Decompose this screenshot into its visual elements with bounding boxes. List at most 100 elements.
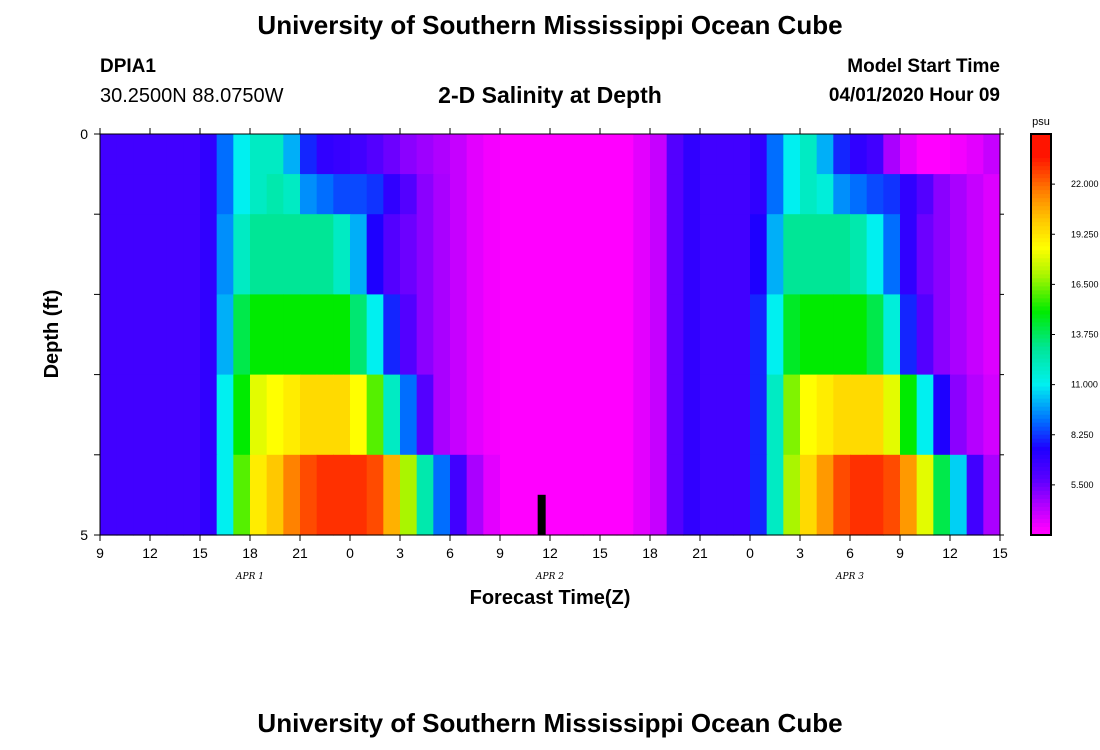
heatmap-cell bbox=[816, 294, 834, 376]
heatmap-cell bbox=[916, 174, 934, 215]
heatmap-cell bbox=[983, 174, 1000, 215]
heatmap-cell bbox=[200, 454, 218, 536]
colorbar-swatch bbox=[1031, 394, 1051, 400]
heatmap-cell bbox=[450, 214, 468, 295]
colorbar-swatch bbox=[1031, 270, 1051, 275]
x-tick-label: 6 bbox=[846, 545, 854, 561]
heatmap-cell bbox=[466, 294, 484, 376]
heatmap-cell bbox=[350, 454, 368, 536]
heatmap-cell bbox=[983, 214, 1000, 295]
colorbar-swatch bbox=[1031, 318, 1051, 324]
heatmap-cell bbox=[983, 134, 1000, 175]
heatmap-cell bbox=[183, 294, 201, 376]
heatmap-cell bbox=[700, 134, 718, 175]
heatmap-cell bbox=[100, 374, 118, 456]
colorbar-tick-label: 13.750 bbox=[1071, 330, 1099, 340]
heatmap-cell bbox=[866, 374, 884, 456]
heatmap-cell bbox=[300, 214, 318, 295]
heatmap-cell bbox=[616, 134, 634, 175]
heatmap-cell bbox=[200, 214, 218, 295]
heatmap-cell bbox=[433, 374, 451, 456]
heatmap-cell bbox=[316, 174, 334, 215]
heatmap-cell bbox=[583, 374, 601, 456]
heatmap-cell bbox=[450, 374, 468, 456]
heatmap-cell bbox=[583, 454, 601, 536]
heatmap-cell bbox=[983, 454, 1000, 536]
heatmap-cell bbox=[633, 134, 651, 175]
heatmap-cell bbox=[466, 134, 484, 175]
heatmap-cell bbox=[316, 214, 334, 295]
colorbar-swatch bbox=[1031, 178, 1051, 183]
heatmap-cell bbox=[316, 294, 334, 376]
colorbar-swatch bbox=[1031, 158, 1051, 163]
heatmap-cell bbox=[800, 214, 818, 295]
heatmap-cell bbox=[816, 374, 834, 456]
colorbar-swatch bbox=[1031, 202, 1051, 207]
heatmap-cell bbox=[650, 454, 668, 536]
colorbar-swatch bbox=[1031, 510, 1051, 516]
heatmap-cell bbox=[833, 374, 851, 456]
heatmap-cell bbox=[733, 134, 751, 175]
heatmap-cell bbox=[966, 374, 984, 456]
colorbar-swatch bbox=[1031, 162, 1051, 167]
heatmap-cell bbox=[533, 134, 551, 175]
heatmap-cell bbox=[433, 214, 451, 295]
colorbar-swatch bbox=[1031, 522, 1051, 528]
heatmap-cell bbox=[466, 374, 484, 456]
colorbar-swatch bbox=[1031, 506, 1051, 512]
colorbar-swatch bbox=[1031, 190, 1051, 195]
heatmap-cell bbox=[416, 374, 434, 456]
heatmap-cell bbox=[250, 294, 268, 376]
colorbar-swatch bbox=[1031, 494, 1051, 500]
x-tick-label: 21 bbox=[692, 545, 708, 561]
heatmap-cell bbox=[850, 134, 868, 175]
heatmap-cell bbox=[600, 214, 618, 295]
heatmap-cell bbox=[983, 294, 1000, 376]
heatmap-cell bbox=[800, 454, 818, 536]
heatmap-cell bbox=[133, 174, 151, 215]
colorbar-swatch bbox=[1031, 206, 1051, 211]
x-tick-label: 12 bbox=[942, 545, 958, 561]
heatmap-cell bbox=[716, 454, 734, 536]
heatmap-cell bbox=[250, 454, 268, 536]
heatmap-cell bbox=[983, 374, 1000, 456]
heatmap-cell bbox=[933, 454, 951, 536]
colorbar-swatch bbox=[1031, 314, 1051, 320]
heatmap-cell bbox=[450, 134, 468, 175]
colorbar-swatch bbox=[1031, 518, 1051, 524]
heatmap-cell bbox=[583, 214, 601, 295]
colorbar-tick-label: 8.250 bbox=[1071, 430, 1094, 440]
heatmap-cell bbox=[433, 294, 451, 376]
heatmap-cell bbox=[883, 454, 901, 536]
colorbar-swatch bbox=[1031, 262, 1051, 267]
heatmap-cell bbox=[500, 174, 518, 215]
colorbar-swatch bbox=[1031, 310, 1051, 316]
heatmap-cell bbox=[366, 374, 384, 456]
heatmap-cell bbox=[566, 374, 584, 456]
heatmap-cell bbox=[516, 214, 534, 295]
colorbar-swatch bbox=[1031, 422, 1051, 428]
heatmap-cell bbox=[833, 454, 851, 536]
axis-ticks: 9 12 15 18 21 0 3 6 9 12 15 18 21 0 3 6 9 12 15 APR 1 APR 2 A… bbox=[80, 126, 1008, 582]
colorbar-swatch bbox=[1031, 290, 1051, 295]
heatmap-cell bbox=[166, 214, 184, 295]
date-label: APR 1 bbox=[235, 572, 264, 582]
colorbar-swatch bbox=[1031, 438, 1051, 444]
heatmap-cell bbox=[650, 294, 668, 376]
colorbar-swatch bbox=[1031, 182, 1051, 187]
heatmap-cell bbox=[966, 454, 984, 536]
heatmap-cell bbox=[166, 134, 184, 175]
heatmap-cell bbox=[816, 134, 834, 175]
heatmap-cell bbox=[133, 214, 151, 295]
heatmap-cell bbox=[483, 294, 501, 376]
heatmap-cell bbox=[400, 214, 418, 295]
colorbar-swatch bbox=[1031, 258, 1051, 263]
heatmap-cell bbox=[233, 374, 251, 456]
heatmap-cell bbox=[716, 374, 734, 456]
heatmap-cell bbox=[633, 454, 651, 536]
heatmap-cell bbox=[866, 174, 884, 215]
heatmap-cell bbox=[883, 134, 901, 175]
heatmap-cell bbox=[416, 294, 434, 376]
heatmap-cell bbox=[950, 294, 968, 376]
colorbar-swatch bbox=[1031, 502, 1051, 508]
